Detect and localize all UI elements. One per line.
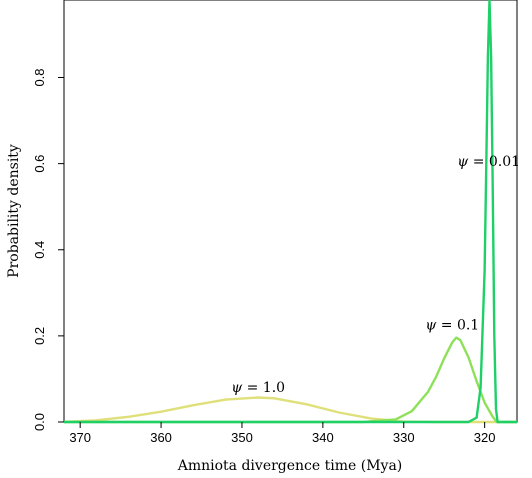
density-curves (63, 0, 517, 424)
x-tick-label: 370 (69, 430, 91, 445)
density-curve-1 (64, 336, 517, 424)
density-curve-2 (64, 0, 517, 424)
y-tick-label: 0.0 (32, 413, 47, 431)
curve-annotations: ψ = 1.0 ψ = 0.1 ψ = 0.01 (231, 154, 520, 396)
x-tick-label: 360 (150, 430, 172, 445)
x-axis-title: Amniota divergence time (Mya) (177, 458, 403, 474)
density-curve-0 (63, 396, 517, 424)
y-tick-label: 0.2 (32, 327, 47, 345)
plot-frame (63, 0, 518, 423)
y-tick-label: 0.8 (32, 68, 47, 86)
x-tick-label: 330 (393, 430, 415, 445)
curve-label: ψ = 1.0 (231, 380, 285, 396)
curve-label: ψ = 0.1 (425, 317, 479, 333)
curve-label: ψ = 0.01 (457, 154, 520, 170)
y-tick-label: 0.4 (32, 241, 47, 259)
x-tick-label: 320 (474, 430, 496, 445)
x-tick-label: 340 (312, 430, 334, 445)
y-tick-label: 0.6 (32, 155, 47, 173)
y-axis: 0.0 0.2 0.4 0.6 0.8 (32, 68, 64, 431)
x-tick-label: 350 (231, 430, 253, 445)
x-axis: 370 360 350 340 330 320 (69, 422, 495, 445)
y-axis-title: Probability density (6, 144, 22, 278)
